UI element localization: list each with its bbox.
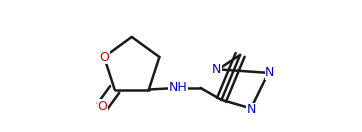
Text: O: O bbox=[97, 100, 107, 113]
Text: N: N bbox=[246, 103, 256, 116]
Text: O: O bbox=[99, 51, 109, 63]
Text: N: N bbox=[265, 66, 275, 79]
Text: NH: NH bbox=[169, 81, 187, 94]
Text: N: N bbox=[212, 63, 221, 76]
